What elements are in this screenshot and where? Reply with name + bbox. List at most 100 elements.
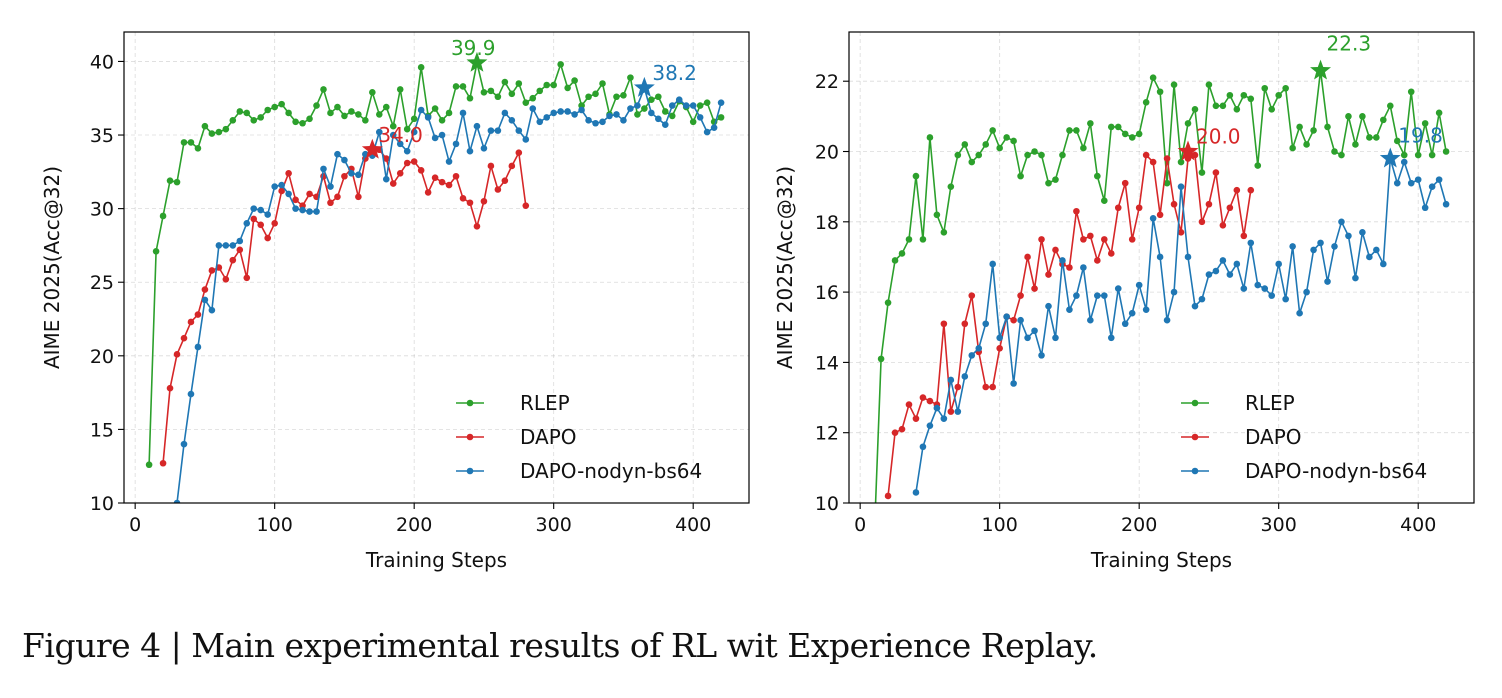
- data-point-dapo-nodyn-bs64: [592, 119, 599, 127]
- data-point-rlep: [1114, 123, 1122, 131]
- data-point-dapo-nodyn-bs64: [571, 111, 578, 118]
- data-point-dapo-nodyn-bs64: [1254, 281, 1262, 289]
- data-point-dapo-nodyn-bs64: [703, 128, 711, 136]
- data-point-dapo: [940, 320, 948, 328]
- data-point-dapo: [222, 275, 230, 283]
- data-point-dapo-nodyn-bs64: [1135, 281, 1143, 289]
- data-point-rlep: [201, 122, 209, 130]
- data-point-dapo: [1114, 204, 1122, 212]
- legend: RLEP DAPO DAPO-nodyn-bs64: [456, 391, 702, 483]
- data-point-rlep: [501, 78, 509, 86]
- data-point-dapo: [494, 186, 502, 193]
- data-point-dapo-nodyn-bs64: [208, 306, 216, 314]
- data-point-rlep: [1296, 123, 1303, 131]
- data-point-dapo-nodyn-bs64: [250, 205, 258, 212]
- legend-marker: [1191, 467, 1199, 475]
- data-point-dapo-nodyn-bs64: [508, 117, 516, 124]
- data-point-dapo-nodyn-bs64: [1317, 239, 1324, 247]
- data-point-dapo-nodyn-bs64: [1289, 243, 1296, 250]
- data-point-rlep: [1038, 151, 1045, 159]
- series-line-dapo: [162, 148, 527, 464]
- data-point-rlep: [1101, 197, 1108, 205]
- data-point-dapo-nodyn-bs64: [257, 206, 265, 214]
- data-point-dapo-nodyn-bs64: [557, 108, 564, 115]
- data-point-dapo: [1198, 218, 1206, 226]
- data-point-dapo-nodyn-bs64: [382, 175, 390, 183]
- data-point-dapo-nodyn-bs64: [529, 105, 537, 112]
- data-point-rlep: [1121, 130, 1129, 138]
- data-point-dapo: [501, 177, 509, 184]
- data-point-rlep: [1177, 158, 1185, 166]
- peak-label: 34.0: [378, 123, 423, 147]
- data-point-dapo-nodyn-bs64: [620, 117, 627, 124]
- data-point-rlep: [1338, 151, 1345, 159]
- data-point-rlep: [243, 109, 251, 117]
- data-point-dapo: [194, 311, 202, 318]
- data-point-rlep: [1359, 113, 1366, 120]
- legend-marker: [466, 467, 474, 475]
- y-tick-label: 20: [815, 142, 839, 164]
- data-point-rlep: [369, 89, 376, 96]
- data-point-dapo-nodyn-bs64: [292, 205, 299, 212]
- data-point-rlep: [1324, 123, 1331, 131]
- data-point-rlep: [661, 108, 669, 115]
- data-point-rlep: [536, 87, 544, 95]
- series-line-dapo-nodyn-bs64: [176, 87, 722, 503]
- data-point-dapo-nodyn-bs64: [933, 404, 941, 412]
- data-point-rlep: [620, 91, 627, 99]
- data-point-dapo-nodyn-bs64: [550, 109, 557, 117]
- data-point-dapo: [1226, 204, 1234, 212]
- data-point-rlep: [1366, 134, 1373, 141]
- data-point-dapo-nodyn-bs64: [1010, 380, 1017, 387]
- data-point-rlep: [877, 355, 885, 363]
- data-point-dapo: [1045, 271, 1052, 278]
- legend-label: RLEP: [1245, 391, 1295, 415]
- data-point-dapo-nodyn-bs64: [682, 102, 690, 109]
- data-point-dapo-nodyn-bs64: [299, 206, 306, 214]
- data-point-rlep: [257, 114, 265, 121]
- data-point-rlep: [1184, 120, 1192, 127]
- data-point-rlep: [376, 111, 383, 118]
- peak-star-marker: [1379, 147, 1401, 168]
- data-point-dapo-nodyn-bs64: [1275, 260, 1282, 268]
- peak-label: 39.9: [451, 36, 496, 60]
- data-point-rlep: [1128, 134, 1136, 141]
- data-point-rlep: [1352, 141, 1359, 148]
- data-point-rlep: [1073, 127, 1080, 134]
- data-point-dapo: [355, 193, 362, 201]
- legend-item-dapo: DAPO: [1181, 425, 1302, 449]
- data-point-dapo-nodyn-bs64: [327, 183, 334, 190]
- peak-label: 38.2: [652, 61, 697, 85]
- data-point-dapo-nodyn-bs64: [599, 118, 606, 126]
- data-point-rlep: [1289, 144, 1296, 152]
- x-tick-label: 400: [675, 514, 711, 536]
- data-point-dapo-nodyn-bs64: [501, 109, 509, 117]
- data-point-rlep: [480, 89, 488, 96]
- data-point-rlep: [1080, 144, 1087, 152]
- y-tick-label: 25: [90, 272, 114, 294]
- data-point-dapo-nodyn-bs64: [1163, 316, 1171, 324]
- data-point-rlep: [152, 248, 160, 255]
- data-point-dapo-nodyn-bs64: [613, 111, 620, 118]
- data-point-dapo: [954, 383, 962, 391]
- data-point-rlep: [1268, 106, 1276, 113]
- peak-label: 22.3: [1327, 32, 1372, 56]
- data-point-dapo: [250, 215, 258, 223]
- data-point-rlep: [648, 96, 655, 104]
- data-point-dapo: [905, 401, 913, 408]
- data-point-rlep: [1247, 95, 1255, 103]
- data-point-dapo: [438, 178, 446, 186]
- data-point-dapo-nodyn-bs64: [634, 102, 641, 109]
- x-tick-label: 400: [1400, 514, 1436, 536]
- data-point-dapo-nodyn-bs64: [578, 106, 585, 114]
- data-point-dapo: [473, 222, 481, 230]
- x-tick-label: 200: [1121, 514, 1157, 536]
- data-point-rlep: [696, 102, 704, 109]
- data-point-rlep: [926, 134, 934, 141]
- data-point-dapo: [884, 492, 892, 500]
- data-point-rlep: [1240, 91, 1248, 99]
- data-point-rlep: [194, 144, 202, 152]
- x-tick-label: 300: [1261, 514, 1297, 536]
- data-point-dapo-nodyn-bs64: [1373, 246, 1380, 254]
- data-point-dapo-nodyn-bs64: [1031, 327, 1038, 335]
